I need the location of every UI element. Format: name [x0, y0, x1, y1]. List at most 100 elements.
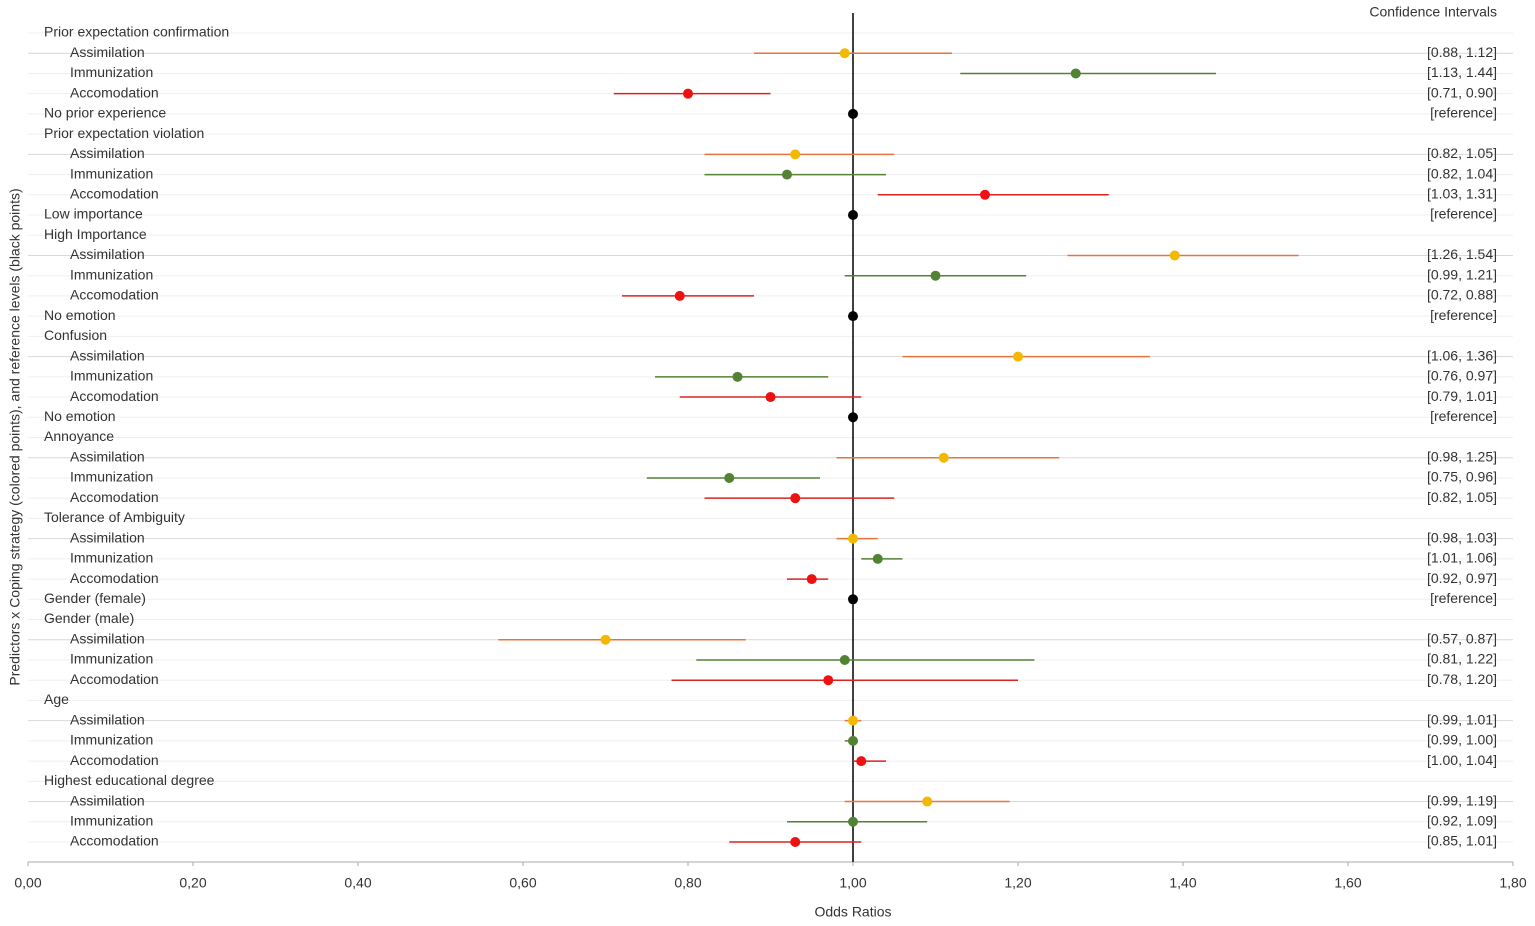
ci-label: [0.82, 1.05]: [1427, 489, 1497, 505]
ci-label: [0.98, 1.03]: [1427, 529, 1497, 545]
row-label: Tolerance of Ambiguity: [44, 509, 185, 525]
ci-label: [0.71, 0.90]: [1427, 84, 1497, 100]
row-label: Accomodation: [70, 388, 159, 404]
ci-label: [0.82, 1.05]: [1427, 145, 1497, 161]
ci-label: [0.99, 1.21]: [1427, 266, 1497, 282]
ci-label: [1.26, 1.54]: [1427, 246, 1497, 262]
ci-label: [reference]: [1430, 105, 1497, 121]
row-label: Immunization: [70, 732, 153, 748]
row-label: Accomodation: [70, 186, 159, 202]
ci-label: [0.75, 0.96]: [1427, 469, 1497, 485]
ci-label: [0.92, 0.97]: [1427, 570, 1497, 586]
estimate-point: [856, 756, 867, 767]
row-label: Accomodation: [70, 752, 159, 768]
ci-label: [1.00, 1.04]: [1427, 752, 1497, 768]
x-tick-label: 0,00: [14, 875, 41, 891]
row-label: Gender (male): [44, 610, 134, 626]
estimate-point: [790, 837, 801, 847]
row-label: Immunization: [70, 550, 153, 566]
x-tick-label: 0,60: [509, 875, 536, 891]
row-label: Low importance: [44, 206, 143, 222]
estimate-point: [848, 715, 858, 726]
estimate-point: [790, 149, 801, 160]
ci-label: [0.81, 1.22]: [1427, 651, 1497, 667]
estimate-point: [782, 169, 792, 180]
row-label: Immunization: [70, 266, 153, 282]
ci-label: [0.76, 0.97]: [1427, 368, 1497, 384]
ci-label: [0.85, 1.01]: [1427, 833, 1497, 849]
row-label: Highest educational degree: [44, 772, 215, 788]
row-label: Accomodation: [70, 287, 159, 303]
row-label: Accomodation: [70, 671, 159, 687]
estimate-point: [1013, 351, 1023, 362]
estimate-point: [724, 472, 735, 483]
x-tick-label: 0,40: [344, 875, 371, 891]
estimate-point: [839, 654, 850, 665]
row-label: Accomodation: [70, 570, 159, 586]
x-tick-label: 0,20: [179, 875, 206, 891]
ci-label: [1.01, 1.06]: [1427, 550, 1497, 566]
row-label: Confusion: [44, 327, 107, 343]
row-label: Immunization: [70, 469, 153, 485]
row-label: Annoyance: [44, 428, 114, 444]
ci-label: [0.98, 1.25]: [1427, 448, 1497, 464]
row-label: Gender (female): [44, 590, 146, 606]
reference-point: [848, 108, 858, 119]
estimate-point: [683, 88, 693, 99]
ci-label: [0.88, 1.12]: [1427, 44, 1497, 60]
ci-label: [1.03, 1.31]: [1427, 186, 1497, 202]
row-label: Prior expectation violation: [44, 125, 204, 141]
estimate-point: [790, 493, 801, 504]
x-tick-label: 1,40: [1169, 875, 1196, 891]
row-label: Assimilation: [70, 711, 145, 727]
estimate-point: [930, 270, 941, 281]
estimate-point: [1169, 250, 1180, 261]
estimate-point: [848, 735, 858, 746]
row-label: Immunization: [70, 64, 153, 80]
x-tick-label: 1,00: [839, 875, 866, 891]
reference-point: [848, 594, 858, 605]
ci-label: [0.82, 1.04]: [1427, 165, 1497, 181]
ci-label: [0.99, 1.19]: [1427, 792, 1497, 808]
row-label: Assimilation: [70, 448, 145, 464]
row-label: High Importance: [44, 226, 147, 242]
ci-label: [0.57, 0.87]: [1427, 630, 1497, 646]
row-label: No emotion: [44, 307, 116, 323]
row-label: Assimilation: [70, 145, 145, 161]
x-tick-label: 1,60: [1334, 875, 1361, 891]
ci-label: [0.72, 0.88]: [1427, 287, 1497, 303]
estimate-point: [938, 452, 949, 463]
ci-label: [0.99, 1.01]: [1427, 711, 1497, 727]
row-label: Accomodation: [70, 84, 159, 100]
row-label: Assimilation: [70, 529, 145, 545]
row-label: Immunization: [70, 368, 153, 384]
estimate-point: [765, 392, 776, 403]
estimate-point: [823, 675, 834, 686]
row-label: No prior experience: [44, 105, 166, 121]
row-label: Prior expectation confirmation: [44, 24, 229, 40]
estimate-point: [674, 290, 685, 301]
ci-label: [reference]: [1430, 590, 1497, 606]
ci-label: [reference]: [1430, 206, 1497, 222]
estimate-point: [848, 816, 858, 827]
reference-point: [848, 412, 858, 423]
estimate-point: [839, 48, 850, 59]
reference-point: [848, 210, 858, 221]
row-label: Age: [44, 691, 69, 707]
row-label: Assimilation: [70, 44, 145, 60]
ci-label: [0.99, 1.00]: [1427, 732, 1497, 748]
ci-label: [0.78, 1.20]: [1427, 671, 1497, 687]
estimate-point: [732, 371, 743, 382]
estimate-point: [980, 189, 990, 200]
ci-label: [0.79, 1.01]: [1427, 388, 1497, 404]
row-label: Immunization: [70, 651, 153, 667]
x-tick-label: 1,80: [1499, 875, 1526, 891]
x-tick-label: 0,80: [674, 875, 701, 891]
row-label: Assimilation: [70, 347, 145, 363]
ci-header: Confidence Intervals: [1369, 4, 1497, 20]
ci-label: [1.06, 1.36]: [1427, 347, 1497, 363]
reference-point: [848, 311, 858, 322]
row-label: Accomodation: [70, 833, 159, 849]
estimate-point: [922, 796, 933, 807]
